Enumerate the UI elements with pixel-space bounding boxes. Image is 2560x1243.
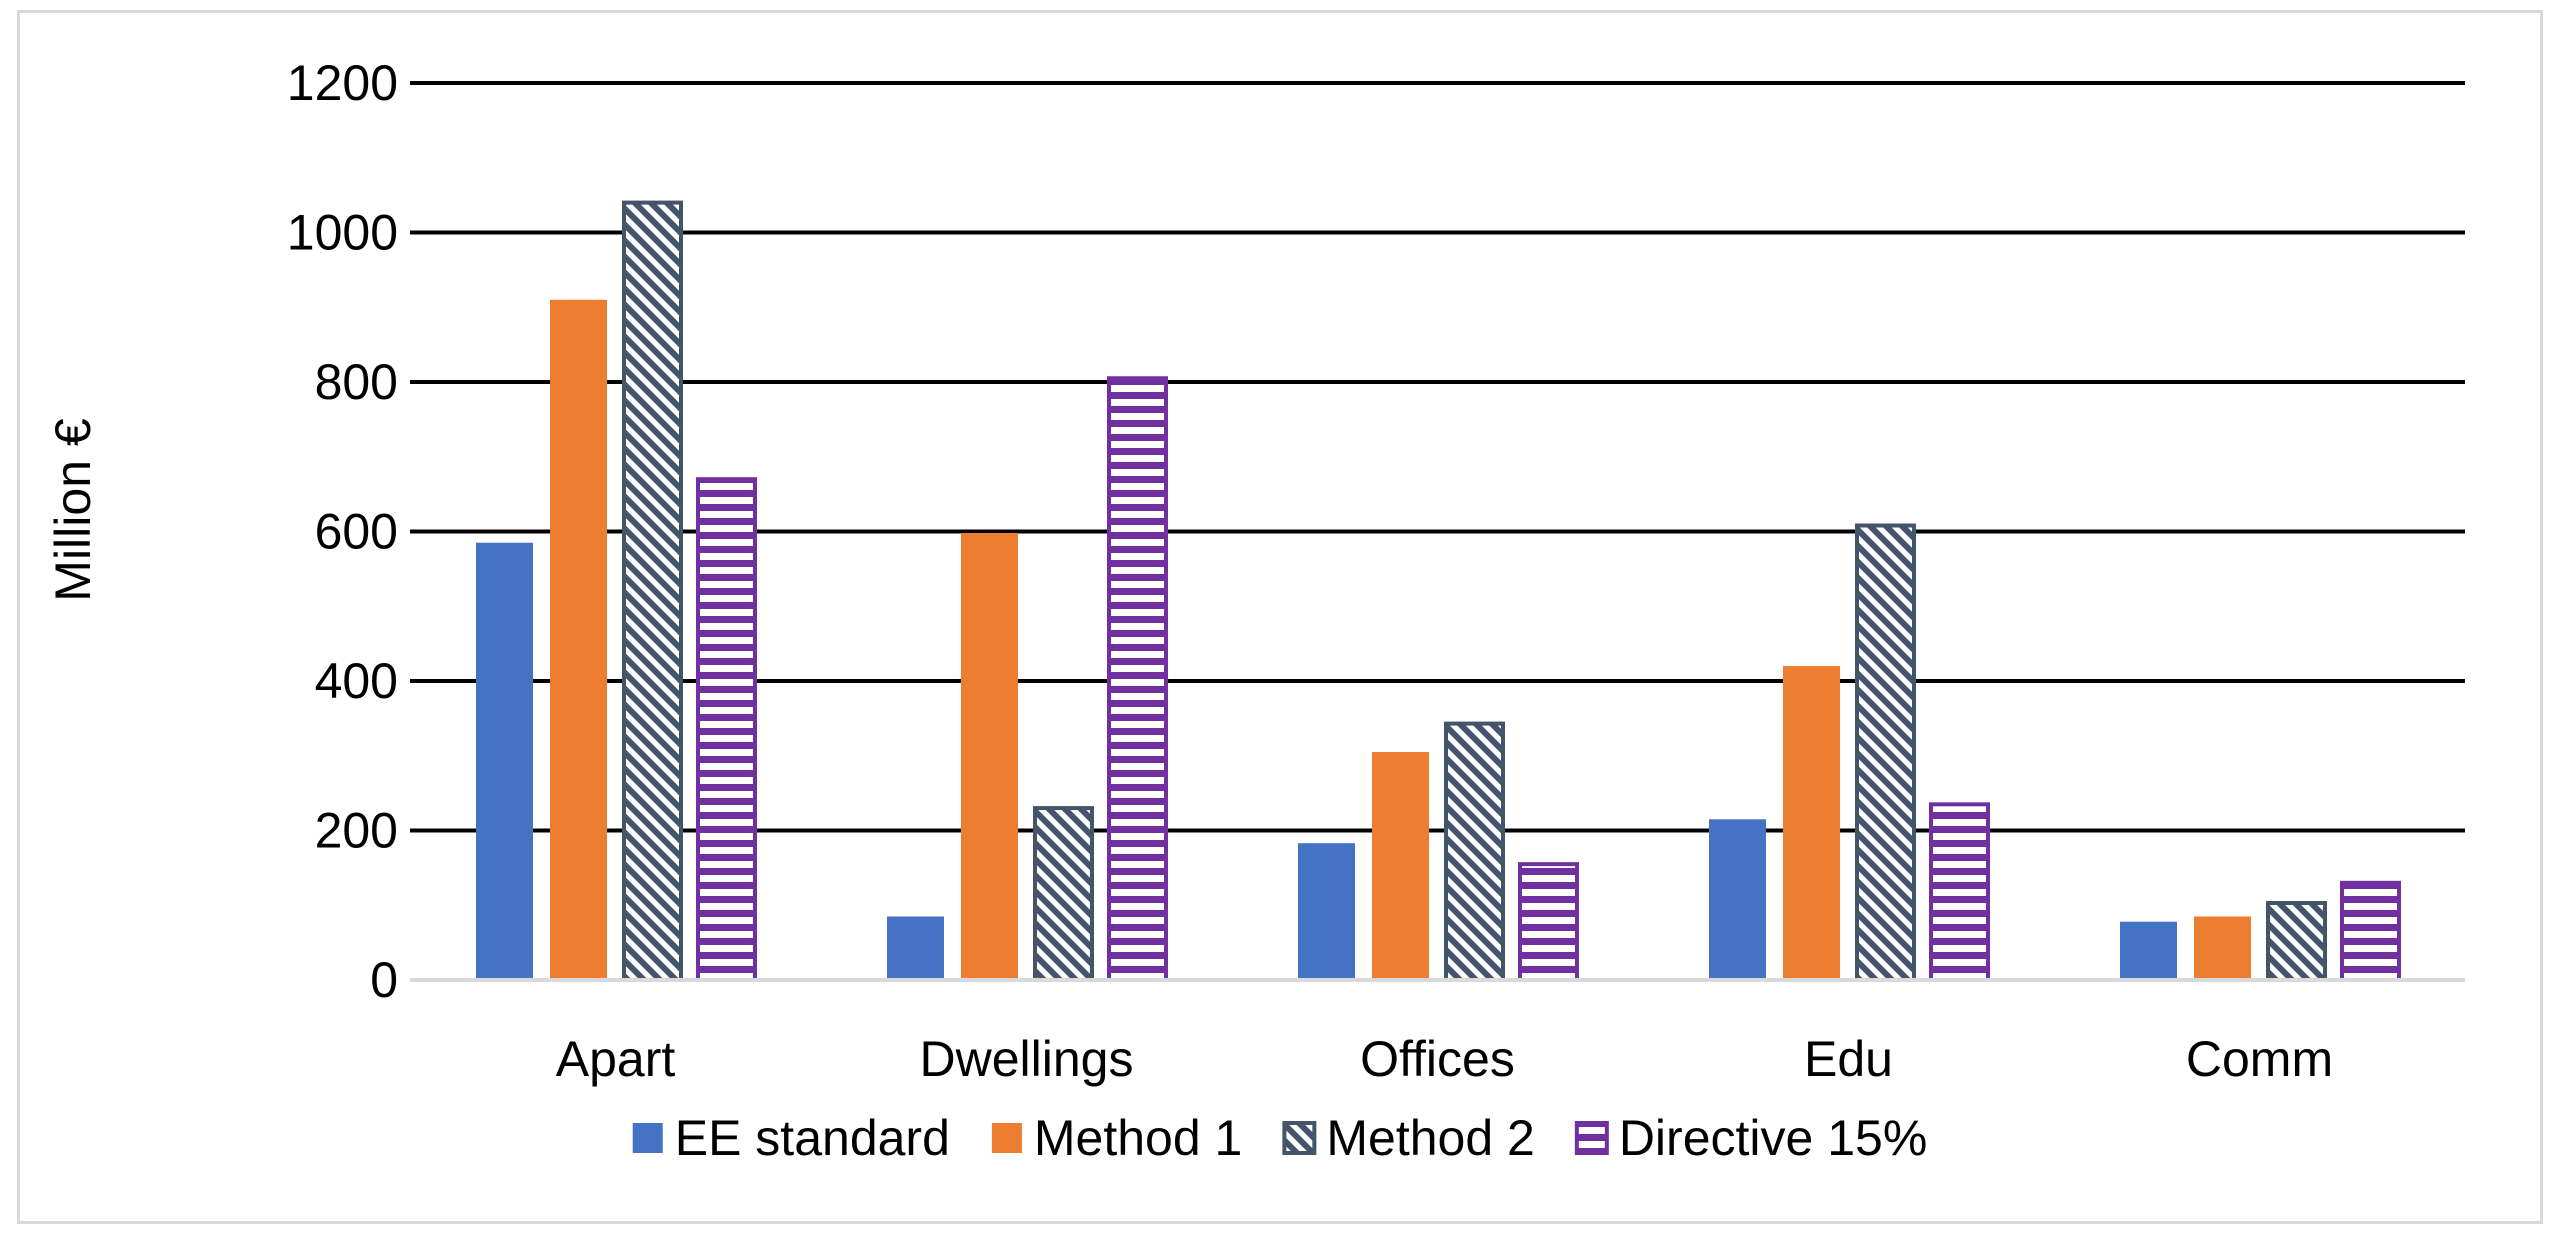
- y-axis-ticks: 0 200 400 600 800 1000 1200: [287, 55, 398, 1008]
- x-tick-label: Comm: [2186, 1031, 2333, 1087]
- legend-swatch-directive-15: [1574, 1121, 1609, 1155]
- chart-frame: [17, 10, 2543, 1224]
- bar-comm-method-2: [2266, 901, 2327, 983]
- x-axis-ticks: Apart Dwellings Offices Edu Comm: [556, 1031, 2333, 1087]
- bar-apart-directive-15: [696, 477, 757, 982]
- bar-dwellings-ee-standard: [887, 916, 944, 980]
- bar-offices-method-2: [1444, 721, 1505, 982]
- y-tick-label: 800: [315, 354, 398, 410]
- legend-label: EE standard: [675, 1110, 950, 1166]
- y-tick-label: 600: [315, 504, 398, 560]
- legend-swatch-ee-standard: [632, 1123, 663, 1153]
- bar-apart-method-2: [622, 200, 683, 983]
- legend-label: Method 1: [1034, 1110, 1242, 1166]
- bar-edu-directive-15: [1929, 802, 1990, 983]
- bar-edu-method-1: [1783, 666, 1840, 980]
- y-tick-label: 200: [315, 803, 398, 859]
- x-tick-label: Edu: [1804, 1031, 1893, 1087]
- bar-comm-method-1: [2194, 916, 2251, 980]
- bar-dwellings-directive-15: [1107, 376, 1168, 982]
- bar-apart-method-1: [550, 299, 607, 980]
- x-tick-label: Offices: [1360, 1031, 1515, 1087]
- y-tick-label: 1000: [287, 205, 398, 261]
- legend-swatch-method-2: [1282, 1121, 1317, 1155]
- x-tick-label: Apart: [556, 1031, 676, 1087]
- y-tick-label: 400: [315, 653, 398, 709]
- legend-swatch-method-1: [991, 1123, 1022, 1153]
- bar-dwellings-method-1: [961, 532, 1018, 980]
- legend-label: Directive 15%: [1619, 1110, 1927, 1166]
- bar-apart-ee-standard: [476, 542, 533, 980]
- bar-comm-ee-standard: [2120, 921, 2177, 980]
- y-tick-label: 1200: [287, 55, 398, 111]
- bars: [476, 200, 2401, 983]
- y-tick-label: 0: [370, 952, 398, 1008]
- bar-edu-ee-standard: [1709, 819, 1766, 980]
- bar-offices-directive-15: [1518, 862, 1579, 983]
- bar-comm-directive-15: [2340, 880, 2401, 983]
- legend-label: Method 2: [1326, 1110, 1534, 1166]
- bar-edu-method-2: [1855, 523, 1916, 983]
- bar-offices-ee-standard: [1298, 843, 1355, 980]
- y-axis-title: Million €: [45, 418, 101, 602]
- bar-offices-method-1: [1372, 752, 1429, 980]
- bar-dwellings-method-2: [1033, 806, 1094, 983]
- legend: EE standard Method 1 Method 2 Directive 15%: [632, 1110, 1927, 1166]
- x-tick-label: Dwellings: [920, 1031, 1134, 1087]
